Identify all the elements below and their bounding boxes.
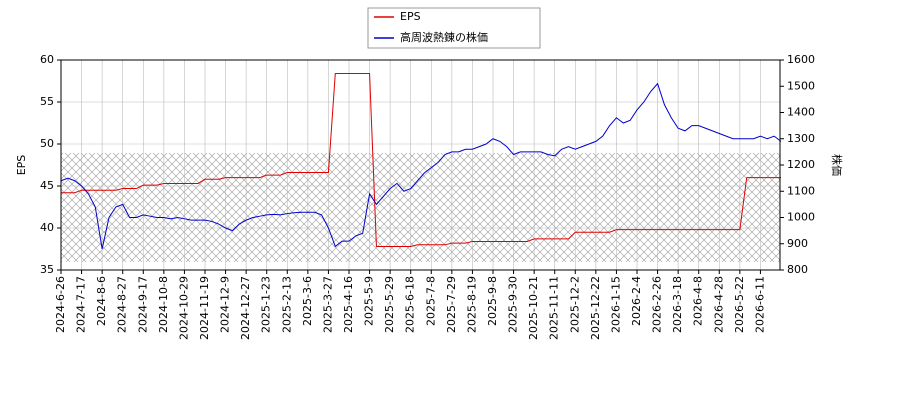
- y-tick-label: 45: [40, 179, 54, 192]
- series-line: [60, 82, 782, 250]
- y-tick-label: 40: [40, 221, 54, 234]
- x-tick-label: 2025-9-8: [486, 276, 499, 326]
- x-tick-label: 2026-6-11: [753, 276, 766, 333]
- x-tick-label: 2025-5-29: [383, 276, 396, 333]
- y-tick-label: 50: [40, 137, 54, 150]
- x-tick-label: 2025-12-2: [568, 276, 581, 333]
- y2-tick-label: 1200: [787, 158, 815, 171]
- y2-tick-label: 900: [787, 237, 808, 250]
- x-tick-label: 2025-7-29: [445, 276, 458, 333]
- x-tick-label: 2025-7-8: [424, 276, 437, 326]
- y2-tick-label: 1300: [787, 132, 815, 145]
- x-tick-label: 2025-12-22: [589, 276, 602, 340]
- y2-tick-label: 800: [787, 263, 808, 276]
- x-tick-label: 2025-6-18: [404, 276, 417, 333]
- x-tick-label: 2025-10-21: [527, 276, 540, 340]
- y-axis-label: EPS: [15, 155, 28, 176]
- x-tick-label: 2025-11-11: [548, 276, 561, 340]
- y-tick-label: 60: [40, 53, 54, 66]
- x-tick-label: 2024-8-27: [116, 276, 129, 333]
- x-tick-label: 2025-2-13: [280, 276, 293, 333]
- x-tick-label: 2026-2-26: [651, 276, 664, 333]
- hatched-band: [61, 153, 780, 262]
- legend-label: EPS: [400, 10, 421, 23]
- x-tick-label: 2026-4-28: [712, 276, 725, 333]
- x-tick-label: 2024-12-27: [239, 276, 252, 340]
- y-tick-label: 55: [40, 95, 54, 108]
- x-tick-label: 2025-8-19: [465, 276, 478, 333]
- x-tick-label: 2025-3-27: [321, 276, 334, 333]
- x-tick-label: 2026-5-22: [733, 276, 746, 333]
- x-tick-label: 2024-6-26: [54, 276, 67, 333]
- x-tick-label: 2024-7-17: [75, 276, 88, 333]
- y2-tick-label: 1000: [787, 211, 815, 224]
- y2-tick-label: 1500: [787, 79, 815, 92]
- x-tick-label: 2025-9-30: [507, 276, 520, 333]
- series-line: [61, 72, 781, 247]
- legend-label: 高周波熱錬の株価: [400, 30, 488, 44]
- x-tick-label: 2025-5-9: [363, 276, 376, 326]
- x-tick-label: 2024-12-9: [219, 276, 232, 333]
- x-tick-label: 2024-9-17: [136, 276, 149, 333]
- y2-axis-label: 株価: [830, 154, 844, 176]
- y2-tick-label: 1400: [787, 106, 815, 119]
- x-tick-label: 2024-8-6: [95, 276, 108, 326]
- y-tick-label: 35: [40, 263, 54, 276]
- x-tick-label: 2025-4-16: [342, 276, 355, 333]
- x-tick-label: 2024-11-19: [198, 276, 211, 340]
- y2-tick-label: 1600: [787, 53, 815, 66]
- x-tick-label: 2026-1-15: [609, 276, 622, 333]
- x-tick-label: 2026-4-8: [692, 276, 705, 326]
- x-tick-label: 2026-3-18: [671, 276, 684, 333]
- x-tick-label: 2024-10-29: [177, 276, 190, 340]
- x-tick-label: 2024-10-8: [157, 276, 170, 333]
- y2-tick-label: 1100: [787, 184, 815, 197]
- x-tick-label: 2026-2-4: [630, 276, 643, 326]
- x-tick-label: 2025-3-6: [301, 276, 314, 326]
- legend: [367, 7, 541, 49]
- x-tick-label: 2025-1-23: [260, 276, 273, 333]
